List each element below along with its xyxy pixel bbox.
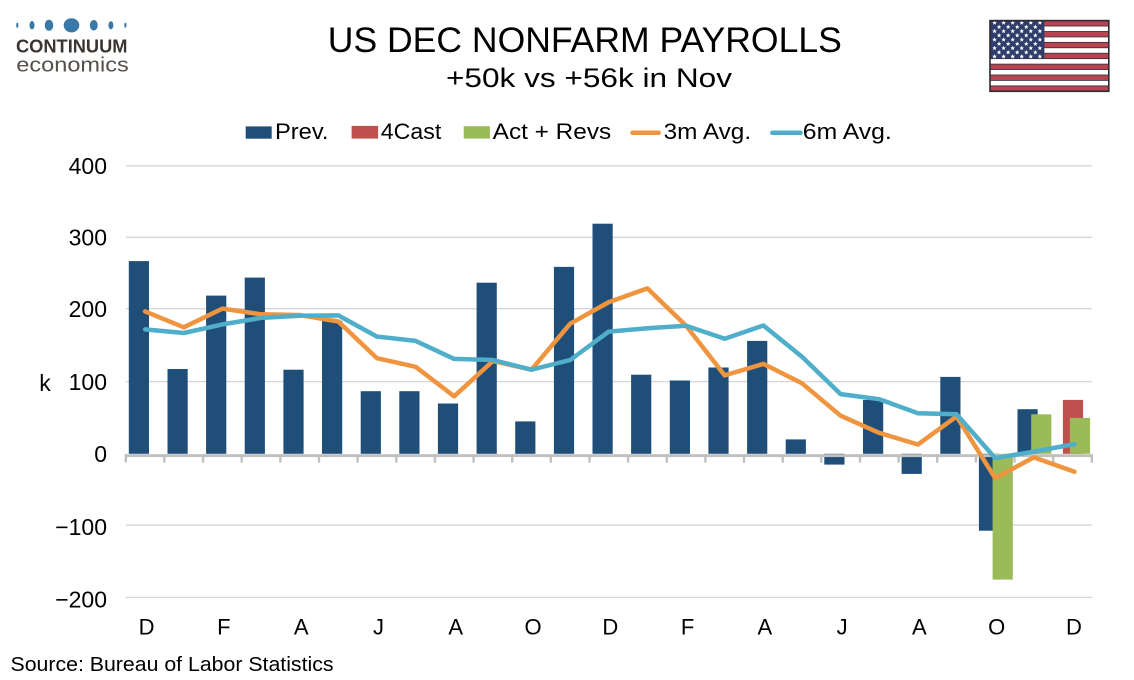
svg-text:F: F — [681, 615, 694, 640]
svg-text:economics: economics — [16, 54, 128, 76]
svg-text:F: F — [217, 615, 230, 640]
svg-text:D: D — [602, 615, 618, 640]
svg-text:O: O — [524, 615, 541, 640]
svg-text:Source: Bureau of Labor Statis: Source: Bureau of Labor Statistics — [11, 654, 334, 676]
svg-text:A: A — [912, 615, 927, 640]
svg-text:A: A — [294, 615, 309, 640]
svg-text:200: 200 — [69, 296, 107, 322]
svg-text:400: 400 — [69, 153, 107, 179]
svg-text:4Cast: 4Cast — [381, 119, 442, 144]
svg-text:6m Avg.: 6m Avg. — [803, 119, 892, 144]
svg-text:D: D — [139, 615, 155, 640]
svg-text:O: O — [988, 615, 1005, 640]
svg-text:A: A — [448, 615, 463, 640]
svg-text:A: A — [758, 615, 773, 640]
svg-text:J: J — [837, 615, 848, 640]
svg-text:−100: −100 — [55, 514, 107, 540]
svg-text:0: 0 — [94, 441, 107, 467]
svg-text:100: 100 — [69, 369, 107, 395]
svg-text:3m Avg.: 3m Avg. — [664, 119, 752, 144]
svg-text:−200: −200 — [55, 586, 107, 612]
svg-text:300: 300 — [69, 225, 107, 251]
svg-text:k: k — [39, 370, 51, 396]
svg-text:Prev.: Prev. — [275, 119, 329, 144]
svg-text:CONTINUUM: CONTINUUM — [16, 37, 128, 57]
svg-text:Act + Revs: Act + Revs — [493, 119, 612, 144]
svg-text:D: D — [1066, 615, 1082, 640]
svg-text:+50k vs +56k in Nov: +50k vs +56k in Nov — [446, 63, 733, 93]
svg-text:US DEC NONFARM PAYROLLS: US DEC NONFARM PAYROLLS — [328, 20, 842, 60]
svg-text:J: J — [373, 615, 384, 640]
